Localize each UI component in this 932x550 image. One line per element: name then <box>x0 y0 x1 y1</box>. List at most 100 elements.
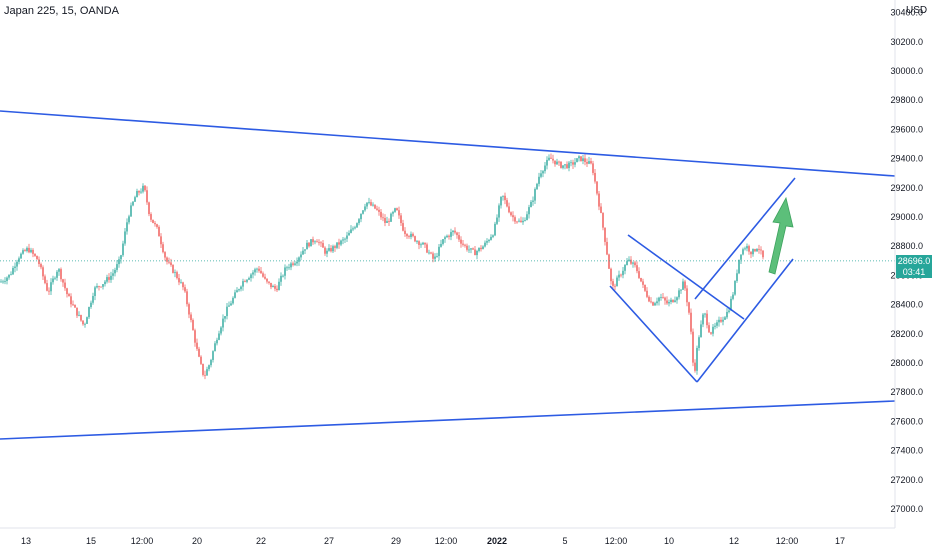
candle-body <box>156 224 158 227</box>
candle-body <box>198 348 200 357</box>
upper-trendline[interactable] <box>0 110 896 177</box>
candle-body <box>628 259 630 262</box>
candle-body <box>132 201 134 206</box>
candle-body <box>668 302 670 304</box>
candle-body <box>210 359 212 366</box>
candle-body <box>546 159 548 166</box>
candle-body <box>610 268 612 282</box>
price-axis[interactable]: 27000.0 27200.0 27400.0 27600.0 27800.0 28000… <box>890 0 923 528</box>
candle-body <box>332 246 334 252</box>
price-tick-label: 29800.0 <box>890 95 923 105</box>
bullish-arrow[interactable] <box>768 196 794 275</box>
candle-body <box>456 232 458 236</box>
candle-body <box>714 325 716 327</box>
candle-body <box>720 319 722 322</box>
candle-body <box>30 249 32 253</box>
candle-body <box>466 245 468 250</box>
candle-body <box>172 264 174 273</box>
candle-body <box>530 201 532 208</box>
candle-body <box>214 343 216 352</box>
price-tick-label: 28800.0 <box>890 241 923 251</box>
candle-body <box>730 298 732 311</box>
candle-body <box>724 317 726 320</box>
candle-body <box>360 213 362 220</box>
candle-body <box>188 304 190 315</box>
time-tick-label: 27 <box>324 536 334 546</box>
candle-body <box>484 242 486 247</box>
candle-body <box>372 204 374 206</box>
candle-body <box>330 248 332 252</box>
currency-label[interactable]: USD <box>906 5 928 16</box>
candle-body <box>518 220 520 222</box>
candle-body <box>504 195 506 201</box>
candle-body <box>276 288 278 291</box>
time-tick-label: 2022 <box>487 536 507 546</box>
candle-body <box>590 161 592 164</box>
candle-body <box>510 212 512 216</box>
candle-body <box>44 276 46 284</box>
candle-body <box>594 172 596 182</box>
candle-body <box>328 248 330 251</box>
candle-body <box>616 277 618 287</box>
candle-body <box>718 319 720 323</box>
time-tick-label: 17 <box>835 536 845 546</box>
time-axis[interactable]: 13 15 12:00 20 22 27 29 12:00 2022 5 12:00 10 12 12:0… <box>0 527 895 546</box>
candle-body <box>562 165 564 168</box>
candle-body <box>286 267 288 269</box>
candle-body <box>438 246 440 257</box>
candle-body <box>556 161 558 165</box>
candle-body <box>374 204 376 209</box>
candle-body <box>86 317 88 324</box>
candle-body <box>20 253 22 259</box>
candle-body <box>656 301 658 304</box>
candle-body <box>478 247 480 251</box>
candle-body <box>382 217 384 219</box>
candle-body <box>36 255 38 260</box>
candle-body <box>746 246 748 249</box>
wedge-upper-line[interactable] <box>627 234 745 320</box>
candle-body <box>226 306 228 317</box>
candle-body <box>70 296 72 305</box>
lower-trendline[interactable] <box>0 400 896 440</box>
candle-body <box>342 239 344 241</box>
candle-body <box>644 284 646 291</box>
candle-body <box>208 365 210 370</box>
candle-body <box>694 362 696 371</box>
candle-body <box>338 242 340 245</box>
price-tick-label: 29600.0 <box>890 124 923 134</box>
candle-body <box>654 303 656 306</box>
candle-body <box>482 246 484 250</box>
wedge-lower-line[interactable] <box>609 285 698 383</box>
candle-body <box>344 238 346 240</box>
candle-body <box>676 297 678 301</box>
candle-body <box>192 320 194 331</box>
candle-body <box>454 230 456 233</box>
candle-body <box>598 193 600 207</box>
candle-body <box>292 263 294 265</box>
candle-body <box>388 221 390 222</box>
candle-body <box>490 236 492 240</box>
candle-body <box>450 232 452 237</box>
candle-body <box>402 223 404 231</box>
candle-body <box>326 250 328 254</box>
candle-body <box>560 161 562 168</box>
candle-body <box>430 252 432 254</box>
candle-body <box>486 241 488 243</box>
candle-body <box>256 268 258 270</box>
candle-body <box>494 223 496 236</box>
price-tick-label: 30000.0 <box>890 66 923 76</box>
candle-body <box>264 276 266 279</box>
channel-upper-line[interactable] <box>694 177 796 300</box>
candle-body <box>134 197 136 202</box>
channel-lower-line[interactable] <box>696 258 794 383</box>
candle-body <box>280 275 282 282</box>
candle-body <box>316 241 318 243</box>
candle-body <box>370 202 372 206</box>
candle-body <box>148 202 150 215</box>
candle-body <box>354 227 356 229</box>
symbol-label: Japan 225, 15, OANDA <box>4 5 119 17</box>
candle-body <box>124 231 126 244</box>
candle-body <box>722 319 724 322</box>
candle-body <box>464 244 466 246</box>
